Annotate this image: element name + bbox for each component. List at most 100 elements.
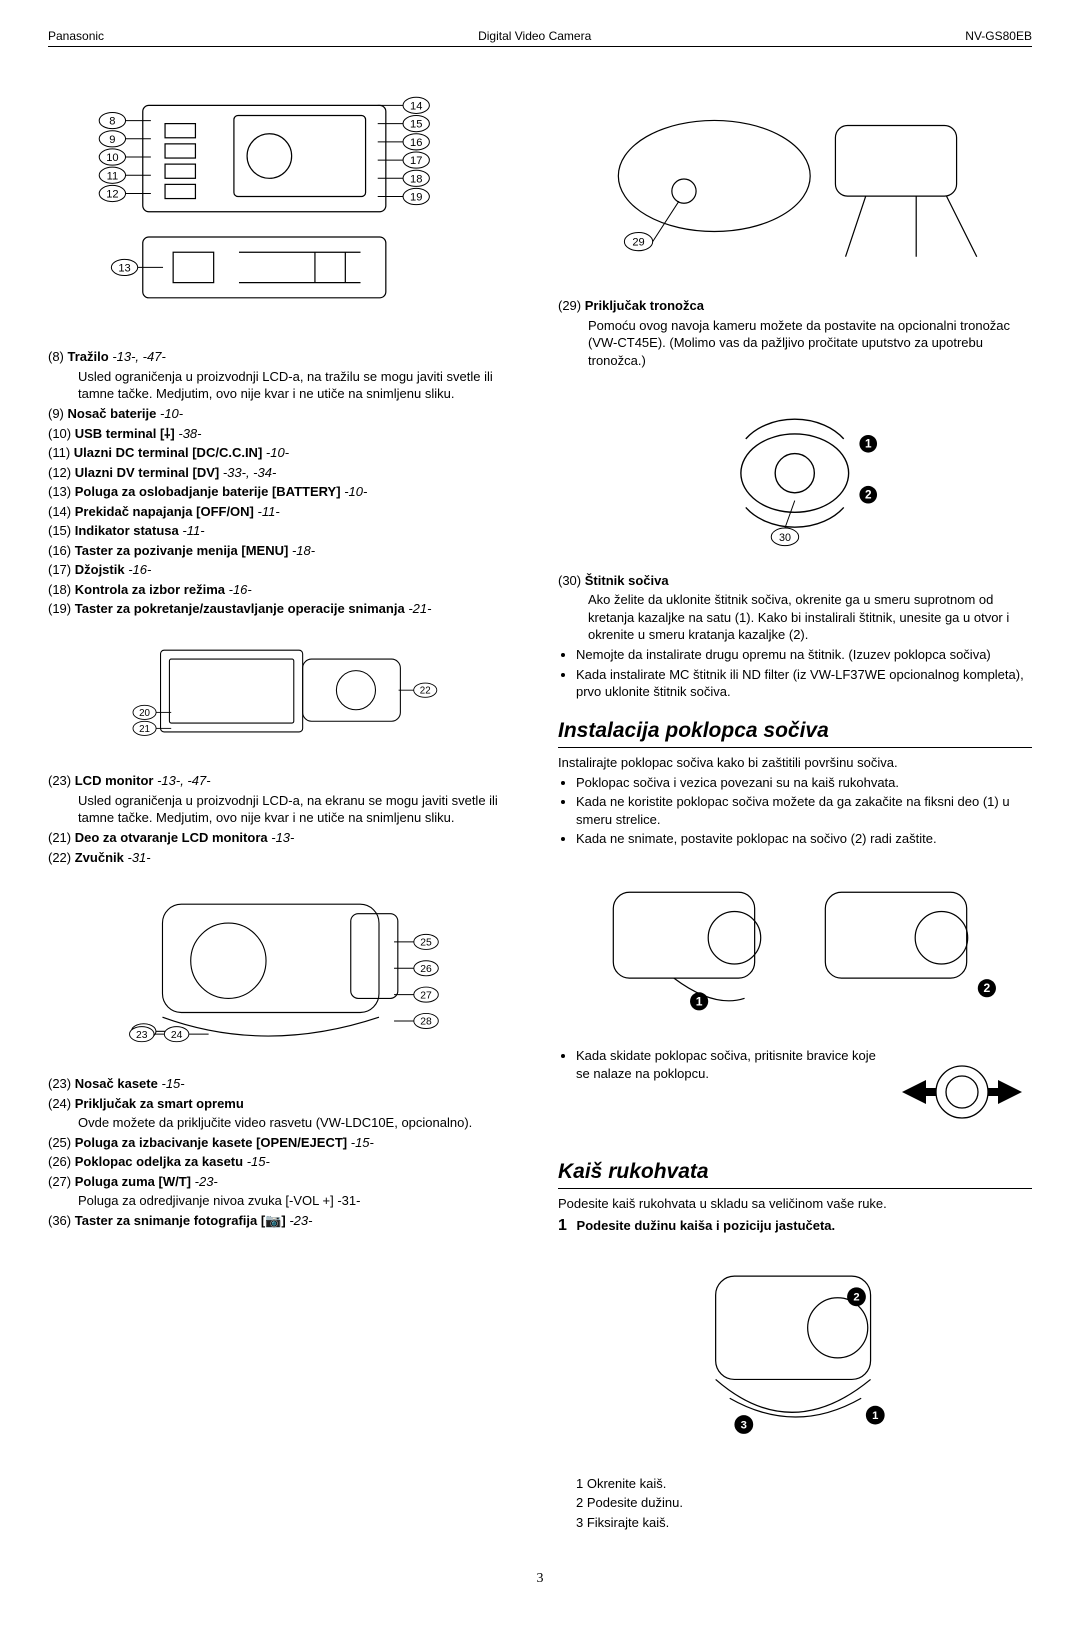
item-num: (24) xyxy=(48,1096,75,1111)
item-line: (10) USB terminal [⸸] -38- xyxy=(48,425,522,443)
svg-text:2: 2 xyxy=(853,1292,859,1304)
item-title: Nosač baterije xyxy=(68,406,157,421)
item-title: Prekidač napajanja [OFF/ON] xyxy=(75,504,254,519)
item-ref: -11- xyxy=(258,504,280,519)
item-29: (29) Priključak tronožca xyxy=(558,297,1032,315)
item-line: (19) Taster za pokretanje/zaustavljanje … xyxy=(48,600,522,618)
item-ref: -10- xyxy=(160,406,183,421)
item-ref: -18- xyxy=(292,543,315,558)
svg-text:26: 26 xyxy=(420,964,432,975)
item-30-num: (30) xyxy=(558,573,581,588)
svg-text:16: 16 xyxy=(410,137,422,149)
header-center: Digital Video Camera xyxy=(478,28,591,44)
item-line: (9) Nosač baterije -10- xyxy=(48,405,522,423)
item-num: (8) xyxy=(48,349,68,364)
item-num: (10) xyxy=(48,426,75,441)
figure-camera-side: 2324232425262728 xyxy=(100,870,470,1061)
item-title: Poklopac odeljka za kasetu xyxy=(75,1154,243,1169)
svg-text:22: 22 xyxy=(420,686,431,697)
item-ref: -13-, -47- xyxy=(112,349,165,364)
item-num: (21) xyxy=(48,830,75,845)
items-block-3: (23) Nosač kasete -15- (24) Priključak za… xyxy=(48,1075,522,1229)
item-title: Taster za snimanje fotografija [📷] xyxy=(75,1213,286,1228)
item-ref: -16- xyxy=(128,562,151,577)
item-ref: -10- xyxy=(266,445,289,460)
bullet-item: Poklopac sočiva i vezica povezani su na … xyxy=(576,774,1032,792)
item-desc: Usled ograničenja u proizvodnji LCD-a, n… xyxy=(78,368,522,403)
item-line: (23) Nosač kasete -15- xyxy=(48,1075,522,1093)
item-num: (18) xyxy=(48,582,75,597)
figure-camera-back: {} 8910111214151617181913 xyxy=(76,69,493,334)
content-columns: {} 8910111214151617181913 (8) Tražilo -1… xyxy=(48,65,1032,1533)
item-desc: Ovde možete da priključite video rasvetu… xyxy=(78,1114,522,1132)
item-title: Tražilo xyxy=(68,349,109,364)
item-29-num: (29) xyxy=(558,298,581,313)
item-num: (11) xyxy=(48,445,74,460)
item-line: (25) Poluga za izbacivanje kasete [OPEN/… xyxy=(48,1134,522,1152)
item-ref: -15- xyxy=(351,1135,374,1150)
item-title: Zvučnik xyxy=(75,850,124,865)
item-line: (13) Poluga za oslobadjanje baterije [BA… xyxy=(48,483,522,501)
numbered-item: 1 Okrenite kaiš. xyxy=(576,1475,1032,1493)
item-line: (23) LCD monitor -13-, -47- xyxy=(48,772,522,790)
svg-text:1: 1 xyxy=(696,994,703,1008)
item-num: (14) xyxy=(48,504,75,519)
item-ref: -33-, -34- xyxy=(223,465,276,480)
section-lens-cap-bullets: Poklopac sočiva i vezica povezani su na … xyxy=(576,774,1032,848)
svg-text:24: 24 xyxy=(171,1030,183,1041)
svg-text:30: 30 xyxy=(779,532,791,544)
svg-text:11: 11 xyxy=(107,171,119,183)
svg-text:19: 19 xyxy=(410,192,422,204)
svg-text:10: 10 xyxy=(107,152,119,164)
item-title: Kontrola za izbor režima xyxy=(75,582,225,597)
strap-step-1-num: 1 xyxy=(558,1217,567,1234)
item-30: (30) Štitnik sočiva xyxy=(558,572,1032,590)
figure-lcd-open: 202122 xyxy=(119,622,451,758)
item-29-title: Priključak tronožca xyxy=(585,298,704,313)
figure-strap-adjust: 2 3 1 xyxy=(658,1242,933,1461)
item-num: (12) xyxy=(48,465,75,480)
item-line: (24) Priključak za smart opremu xyxy=(48,1095,522,1113)
section-lens-cap-heading: Instalacija poklopca sočiva xyxy=(558,717,1032,748)
item-ref: -16- xyxy=(229,582,252,597)
items-block-1: (8) Tražilo -13-, -47- Usled ograničenja … xyxy=(48,348,522,618)
item-extra: Poluga za odredjivanje nivoa zvuka [-VOL… xyxy=(78,1192,522,1210)
svg-text:9: 9 xyxy=(110,134,116,146)
item-title: Poluga za izbacivanje kasete [OPEN/EJECT… xyxy=(75,1135,347,1150)
item-line: (16) Taster za pozivanje menija [MENU] -… xyxy=(48,542,522,560)
svg-text:1: 1 xyxy=(872,1410,878,1422)
item-29-desc: Pomoću ovog navoja kameru možete da post… xyxy=(588,317,1032,370)
svg-text:25: 25 xyxy=(420,938,432,949)
item-num: (26) xyxy=(48,1154,75,1169)
item-ref: -13- xyxy=(271,830,294,845)
item-ref: -23- xyxy=(195,1174,218,1189)
item-desc: Usled ograničenja u proizvodnji LCD-a, n… xyxy=(78,792,522,827)
bullet-item: Kada ne snimate, postavite poklopac na s… xyxy=(576,830,1032,848)
item-line: (18) Kontrola za izbor režima -16- xyxy=(48,581,522,599)
page-number: 3 xyxy=(48,1570,1032,1589)
svg-text:18: 18 xyxy=(410,174,422,186)
strap-step-1-text: Podesite dužinu kaiša i poziciju jastuče… xyxy=(577,1218,836,1233)
item-title: Deo za otvaranje LCD monitora xyxy=(75,830,268,845)
header-right: NV-GS80EB xyxy=(965,28,1032,44)
svg-text:8: 8 xyxy=(110,116,116,128)
figure-lens-hood-turn: 1 2 30 xyxy=(681,379,909,558)
item-line: (26) Poklopac odeljka za kasetu -15- xyxy=(48,1153,522,1171)
item-num: (27) xyxy=(48,1174,75,1189)
item-ref: -15- xyxy=(247,1154,270,1169)
item-line: (21) Deo za otvaranje LCD monitora -13- xyxy=(48,829,522,847)
item-num: (17) xyxy=(48,562,75,577)
item-num: (19) xyxy=(48,601,75,616)
numbered-item: 2 Podesite dužinu. xyxy=(576,1494,1032,1512)
item-num: (15) xyxy=(48,523,75,538)
item-num: (23) xyxy=(48,773,75,788)
strap-step-1: 1 Podesite dužinu kaiša i poziciju jastu… xyxy=(558,1215,1032,1237)
item-title: Poluga zuma [W/T] xyxy=(75,1174,191,1189)
section-strap-heading: Kaiš rukohvata xyxy=(558,1158,1032,1189)
item-ref: -15- xyxy=(161,1076,184,1091)
items-block-2: (23) LCD monitor -13-, -47- Usled ogranič… xyxy=(48,772,522,866)
svg-text:3: 3 xyxy=(740,1420,746,1432)
svg-text:21: 21 xyxy=(139,724,150,735)
item-title: Taster za pokretanje/zaustavljanje opera… xyxy=(75,601,405,616)
item-title: Ulazni DV terminal [DV] xyxy=(75,465,219,480)
